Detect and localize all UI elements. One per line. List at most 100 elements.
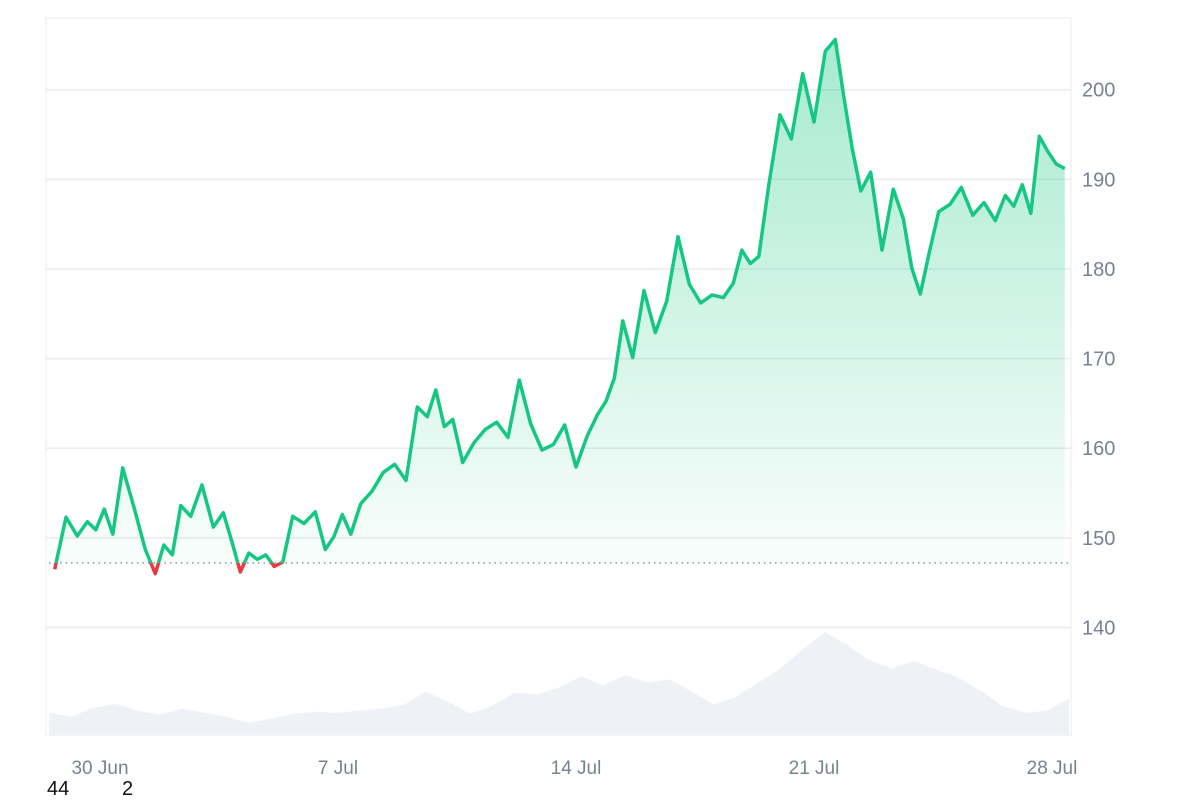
price-point [507, 436, 509, 438]
price-point [133, 506, 135, 508]
price-point [911, 267, 913, 269]
price-point [870, 171, 872, 173]
price-point [779, 114, 781, 116]
volume-shape [49, 632, 1069, 735]
price-point [605, 400, 607, 402]
price-point [530, 423, 532, 425]
price-point [282, 561, 284, 563]
price-point [473, 442, 475, 444]
price-point [541, 449, 543, 451]
price-point [144, 548, 146, 550]
x-axis-ticks: 30 Jun 7 Jul 14 Jul 21 Jul 28 Jul [71, 758, 1077, 779]
price-point [834, 38, 836, 40]
price-point [201, 484, 203, 486]
price-point [496, 421, 498, 423]
price-point [394, 463, 396, 465]
y-tick-label: 180 [1082, 259, 1115, 281]
price-point [758, 255, 760, 257]
price-point [256, 558, 258, 560]
price-point [700, 302, 702, 304]
price-point [212, 526, 214, 528]
price-point [435, 389, 437, 391]
price-point [518, 379, 520, 381]
price-point [575, 466, 577, 468]
price-point [239, 571, 241, 573]
price-point [86, 521, 88, 523]
price-point [303, 522, 305, 524]
price-point [452, 418, 454, 420]
price-point [902, 218, 904, 220]
x-tick-label: 28 Jul [1027, 758, 1078, 779]
price-point [248, 552, 250, 554]
price-point [824, 50, 826, 52]
price-point [292, 515, 294, 517]
price-point [180, 504, 182, 506]
price-point [688, 283, 690, 285]
price-point [938, 210, 940, 212]
price-point [416, 406, 418, 408]
price-point [350, 533, 352, 535]
price-point [613, 377, 615, 379]
price-point [972, 214, 974, 216]
y-tick-label: 200 [1082, 80, 1115, 102]
price-area [54, 39, 1065, 563]
price-point [666, 300, 668, 302]
y-tick-label: 190 [1082, 169, 1115, 191]
price-point [768, 184, 770, 186]
price-point [273, 565, 275, 567]
price-point [892, 188, 894, 190]
price-point [1064, 167, 1066, 169]
price-point [564, 424, 566, 426]
y-tick-label: 140 [1082, 617, 1115, 639]
price-point [632, 357, 634, 359]
price-point [919, 293, 921, 295]
price-point [677, 236, 679, 238]
price-point [586, 435, 588, 437]
x-tick-label: 7 Jul [318, 758, 358, 779]
price-point [732, 282, 734, 284]
price-point [171, 554, 173, 556]
y-axis-ticks: 140 150 160 170 180 190 200 [1082, 80, 1115, 640]
price-point [928, 253, 930, 255]
price-point [1013, 205, 1015, 207]
price-point [949, 203, 951, 205]
price-point [443, 426, 445, 428]
price-point [1055, 163, 1057, 165]
price-point [552, 443, 554, 445]
price-line [52, 37, 1066, 576]
price-point [1021, 184, 1023, 186]
price-point [103, 508, 105, 510]
price-point [790, 138, 792, 140]
price-point [324, 548, 326, 550]
price-point [314, 511, 316, 513]
price-point [265, 554, 267, 556]
price-point [163, 544, 165, 546]
price-point [654, 331, 656, 333]
price-point [813, 121, 815, 123]
volume-area [49, 632, 1069, 735]
price-point [333, 536, 335, 538]
price-point [1038, 135, 1040, 137]
price-point [371, 490, 373, 492]
price-point [484, 428, 486, 430]
price-point [711, 294, 713, 296]
price-point [983, 201, 985, 203]
corner-label-left: 44 [47, 778, 70, 800]
price-point [802, 72, 804, 74]
price-point [65, 516, 67, 518]
price-point [222, 512, 224, 514]
price-point [76, 535, 78, 537]
price-point [1047, 150, 1049, 152]
corner-label-right: 2 [122, 778, 134, 800]
price-point [1030, 212, 1032, 214]
price-point [190, 515, 192, 517]
price-point [622, 320, 624, 322]
price-point [749, 262, 751, 264]
price-point [341, 513, 343, 515]
price-point [994, 219, 996, 221]
x-tick-label: 21 Jul [789, 758, 840, 779]
y-tick-label: 170 [1082, 349, 1115, 371]
price-point [231, 540, 233, 542]
